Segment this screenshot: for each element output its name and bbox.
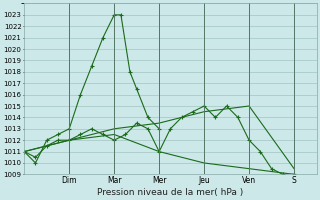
X-axis label: Pression niveau de la mer( hPa ): Pression niveau de la mer( hPa ) xyxy=(97,188,244,197)
